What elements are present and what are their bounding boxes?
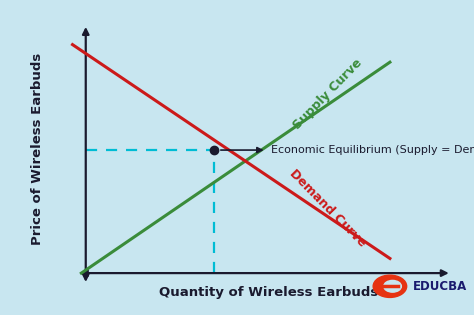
Text: Supply Curve: Supply Curve [291,56,365,132]
Circle shape [384,280,401,292]
Text: EDUCBA: EDUCBA [413,280,467,293]
Text: Price of Wireless Earbuds: Price of Wireless Earbuds [31,53,44,245]
Circle shape [373,275,407,297]
Text: Demand Curve: Demand Curve [287,167,369,250]
Text: Economic Equilibrium (Supply = Demand): Economic Equilibrium (Supply = Demand) [271,145,474,155]
Text: Quantity of Wireless Earbuds: Quantity of Wireless Earbuds [159,286,378,300]
